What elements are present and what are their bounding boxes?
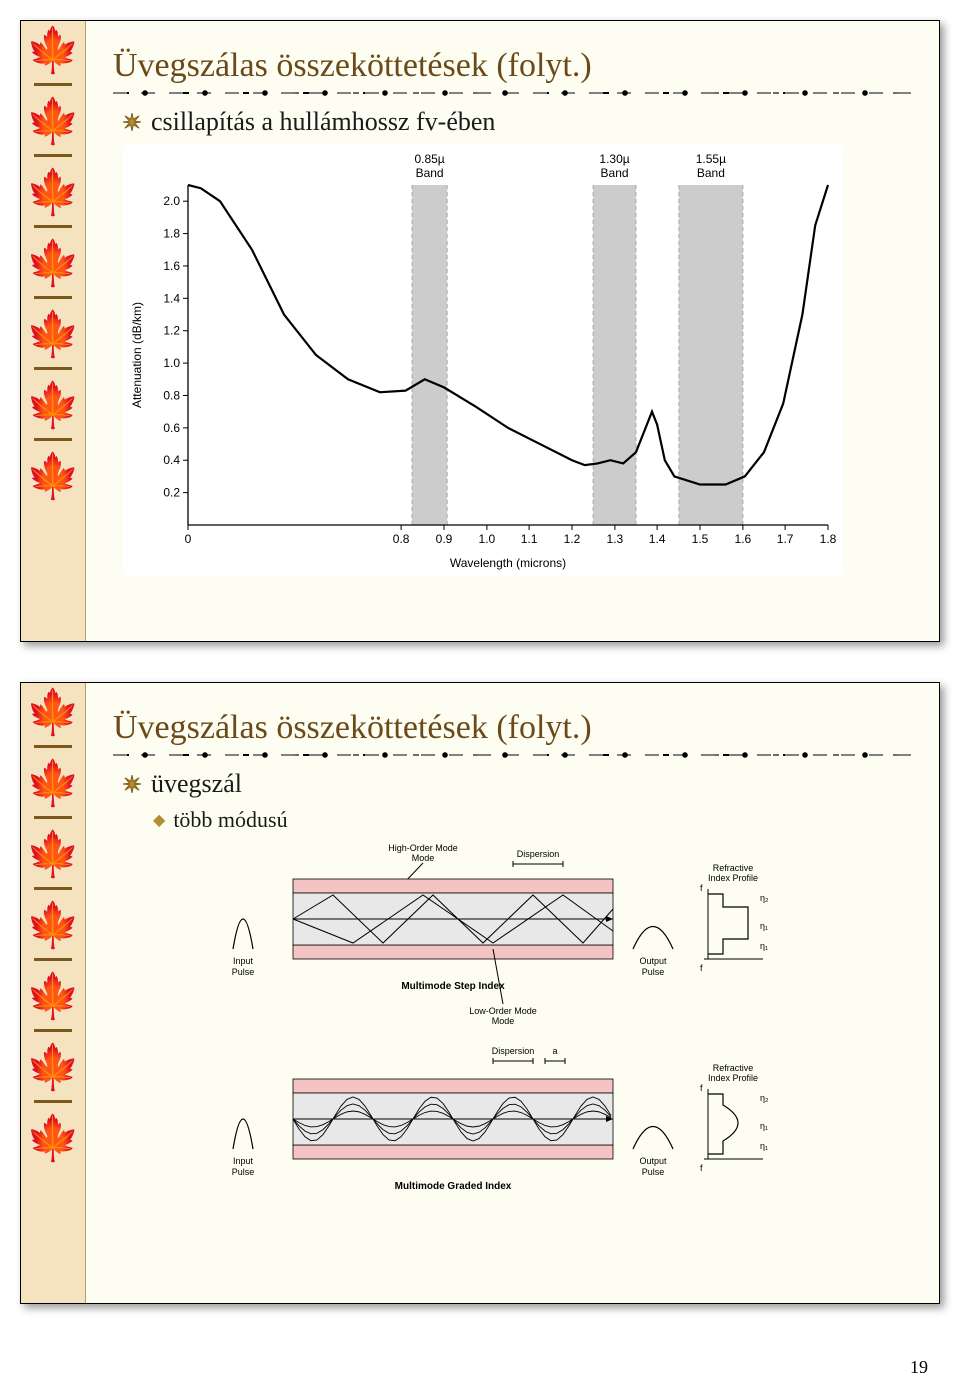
slide-side-strip: 🍁 🍁 🍁 🍁 🍁 🍁 🍁 [21,683,86,1303]
svg-text:Mode: Mode [492,1016,515,1026]
svg-text:η₁: η₁ [760,1141,768,1151]
svg-text:η₁: η₁ [760,921,768,931]
leaf-icon: 🍁 [21,171,85,215]
leaf-icon: 🍁 [21,691,85,735]
bullet-text: csillapítás a hullámhossz fv-ében [151,107,495,137]
burst-icon [123,113,141,131]
svg-text:Low-Order Mode: Low-Order Mode [469,1006,537,1016]
svg-text:Index Profile: Index Profile [708,873,758,883]
svg-text:0.4: 0.4 [163,453,180,467]
svg-text:Output: Output [639,1156,667,1166]
svg-text:Refractive: Refractive [713,1063,754,1073]
svg-text:Refractive: Refractive [713,863,754,873]
svg-text:Wavelength (microns): Wavelength (microns) [450,556,566,570]
svg-text:1.4: 1.4 [649,532,666,546]
diamond-icon: ◆ [153,810,165,830]
attenuation-chart: 0.85µBand1.30µBand1.55µBand0.20.40.60.81… [123,145,843,575]
title-divider [113,751,911,759]
svg-text:1.6: 1.6 [163,259,180,273]
svg-text:0: 0 [185,532,192,546]
leaf-icon: 🍁 [21,100,85,144]
svg-text:1.3: 1.3 [607,532,624,546]
svg-text:1.8: 1.8 [820,532,837,546]
slide-title: Üvegszálas összeköttetések (folyt.) [113,47,911,85]
svg-text:0.6: 0.6 [163,421,180,435]
svg-text:0.9: 0.9 [436,532,453,546]
slide-attenuation: 🍁 🍁 🍁 🍁 🍁 🍁 🍁 Üvegszálas összeköttetések… [20,20,940,642]
leaf-icon: 🍁 [21,455,85,499]
svg-text:a: a [552,1046,557,1056]
leaf-icon: 🍁 [21,975,85,1019]
leaf-icon: 🍁 [21,384,85,428]
sub-bullet-text: több módusú [173,807,287,833]
svg-text:1.5: 1.5 [692,532,709,546]
svg-text:f: f [700,1083,703,1093]
svg-text:1.30µ: 1.30µ [599,152,629,166]
svg-text:Band: Band [416,166,444,180]
svg-text:0.8: 0.8 [393,532,410,546]
leaf-icon: 🍁 [21,904,85,948]
leaf-icon: 🍁 [21,313,85,357]
leaf-icon: 🍁 [21,1117,85,1161]
leaf-icon: 🍁 [21,833,85,877]
svg-text:η₁: η₁ [760,941,768,951]
svg-text:η₂: η₂ [760,893,769,903]
leaf-icon: 🍁 [21,762,85,806]
svg-text:1.0: 1.0 [163,356,180,370]
svg-text:Pulse: Pulse [642,967,665,977]
svg-text:0.85µ: 0.85µ [414,152,444,166]
svg-text:1.8: 1.8 [163,227,180,241]
svg-text:1.6: 1.6 [735,532,752,546]
slide-content: Üvegszálas összeköttetések (folyt.) üveg… [85,683,939,1303]
chart-svg: 0.85µBand1.30µBand1.55µBand0.20.40.60.81… [123,145,843,575]
svg-text:Input: Input [233,956,254,966]
svg-text:Input: Input [233,1156,254,1166]
svg-text:Dispersion: Dispersion [517,849,560,859]
bullet-row: csillapítás a hullámhossz fv-ében [123,107,911,137]
bullet-text: üvegszál [151,769,242,799]
svg-text:Attenuation (dB/km): Attenuation (dB/km) [130,302,144,408]
sub-bullet-row: ◆ több módusú [153,807,911,833]
svg-text:1.7: 1.7 [777,532,794,546]
leaf-icon: 🍁 [21,242,85,286]
fiber-diagram: High-Order ModeModeDispersionInputPulseO… [203,839,863,1269]
slide-fiber-modes: 🍁 🍁 🍁 🍁 🍁 🍁 🍁 Üvegszálas összeköttetések… [20,682,940,1304]
svg-text:Pulse: Pulse [642,1167,665,1177]
svg-text:0.2: 0.2 [163,486,180,500]
svg-text:Index Profile: Index Profile [708,1073,758,1083]
svg-text:f: f [700,1163,703,1173]
svg-text:Dispersion: Dispersion [492,1046,535,1056]
svg-text:f: f [700,883,703,893]
svg-text:Output: Output [639,956,667,966]
svg-text:η₁: η₁ [760,1121,768,1131]
svg-text:1.2: 1.2 [564,532,581,546]
svg-text:2.0: 2.0 [163,194,180,208]
page-number: 19 [910,1357,928,1378]
svg-text:1.1: 1.1 [521,532,538,546]
svg-text:Mode: Mode [412,853,435,863]
svg-text:η₂: η₂ [760,1093,769,1103]
svg-text:Pulse: Pulse [232,1167,255,1177]
svg-text:1.0: 1.0 [479,532,496,546]
bullet-row: üvegszál [123,769,911,799]
slide-title: Üvegszálas összeköttetések (folyt.) [113,709,911,747]
leaf-icon: 🍁 [21,29,85,73]
leaf-icon: 🍁 [21,1046,85,1090]
svg-text:Pulse: Pulse [232,967,255,977]
slide-side-strip: 🍁 🍁 🍁 🍁 🍁 🍁 🍁 [21,21,86,641]
svg-text:Multimode Step Index: Multimode Step Index [401,981,505,992]
svg-text:f: f [700,963,703,973]
svg-text:Band: Band [601,166,629,180]
title-divider [113,89,911,97]
svg-text:1.55µ: 1.55µ [696,152,726,166]
fiber-svg: High-Order ModeModeDispersionInputPulseO… [203,839,863,1269]
svg-text:1.2: 1.2 [163,324,180,338]
svg-text:Multimode Graded Index: Multimode Graded Index [395,1181,512,1192]
svg-text:1.4: 1.4 [163,291,180,305]
burst-icon [123,775,141,793]
svg-text:Band: Band [697,166,725,180]
svg-text:High-Order Mode: High-Order Mode [388,843,458,853]
svg-text:0.8: 0.8 [163,388,180,402]
slide-content: Üvegszálas összeköttetések (folyt.) csil… [85,21,939,641]
